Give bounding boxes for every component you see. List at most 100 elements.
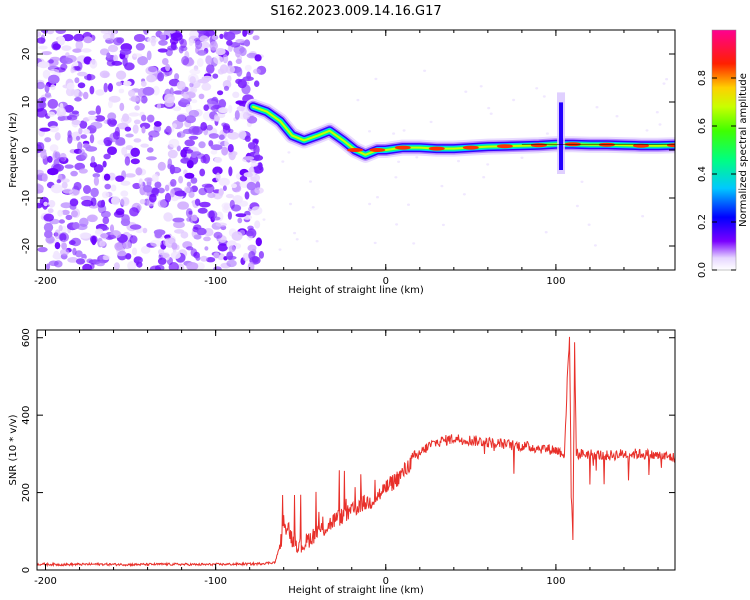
heatmap-noise-blob	[110, 184, 117, 192]
heatmap-noise-blob	[86, 73, 92, 81]
heatmap-noise-blob	[61, 242, 67, 250]
heatmap-noise-blob	[48, 59, 54, 64]
heatmap-noise-blob	[57, 209, 64, 217]
heatmap-noise-blob	[186, 246, 194, 251]
heatmap-noise-blob	[157, 187, 165, 194]
heatmap-noise-blob	[241, 84, 251, 95]
heatmap-noise-blob	[38, 45, 48, 50]
heatmap-noise-blob	[61, 57, 73, 65]
heatmap-noise-blob	[239, 175, 248, 182]
heatmap-noise-blob	[191, 214, 198, 222]
heatmap-noise-blob	[69, 189, 80, 197]
bottom-plot-frame	[36, 329, 676, 571]
heatmap-noise-blob	[52, 252, 63, 260]
heatmap-faint-dot	[412, 242, 416, 245]
heatmap-noise-blob	[69, 198, 79, 207]
heatmap-faint-dot	[374, 77, 378, 81]
heatmap-noise-blob	[151, 173, 159, 183]
heatmap-faint-dot	[356, 98, 360, 102]
heatmap-noise-blob	[213, 266, 222, 270]
heatmap-noise-blob	[99, 240, 106, 247]
heatmap-noise-blob	[115, 175, 125, 182]
heatmap-noise-blob	[79, 232, 91, 239]
heatmap-spike-core	[559, 102, 564, 170]
heatmap-noise-blob	[228, 245, 236, 253]
heatmap-noise-blob	[251, 206, 263, 216]
heatmap-noise-blob	[49, 68, 60, 74]
bottom-xtick-label: 100	[546, 576, 565, 587]
heatmap-noise-blob	[165, 125, 172, 136]
heatmap-faint-dot	[615, 115, 619, 118]
heatmap-noise-blob	[111, 196, 120, 206]
heatmap-faint-dot	[407, 203, 410, 206]
bottom-axis-ticks: -200 -100 0 100 0 200 400 600	[21, 328, 675, 587]
heatmap-noise-blob	[162, 58, 169, 65]
heatmap-noise-blob	[188, 191, 195, 198]
heatmap-noise-blob	[146, 114, 155, 123]
heatmap-noise-blob	[75, 40, 84, 50]
heatmap-noise-blob	[95, 261, 105, 267]
heatmap-noise-blob	[133, 138, 142, 143]
heatmap-noise-blob	[180, 231, 189, 239]
colorbar-gradient	[712, 30, 736, 270]
heatmap-noise-blob	[222, 185, 227, 191]
heatmap-noise-blob	[159, 32, 167, 42]
heatmap-noise-blob	[217, 243, 228, 252]
heatmap-noise-blob	[232, 151, 238, 156]
heatmap-noise-blob	[167, 45, 178, 51]
heatmap-noise-blob	[122, 241, 132, 249]
heatmap-noise-blob	[208, 133, 219, 139]
heatmap-noise-blob	[219, 33, 224, 40]
heatmap-noise-blob	[108, 95, 121, 103]
heatmap-noise-blob	[178, 175, 184, 184]
heatmap-noise-blob	[208, 140, 214, 147]
heatmap-noise-blob	[60, 202, 72, 209]
heatmap-noise-blob	[252, 35, 260, 41]
heatmap-noise-blob	[37, 31, 42, 38]
heatmap-noise-blob	[206, 64, 215, 74]
heatmap-noise-blob	[40, 97, 47, 103]
heatmap-noise-blob	[156, 103, 162, 110]
colorbar-frame	[711, 29, 737, 271]
heatmap-noise-blob	[244, 135, 251, 142]
heatmap-noise-blob	[70, 170, 78, 177]
heatmap-noise-blob	[218, 107, 229, 114]
heatmap-noise-blob	[149, 193, 157, 203]
heatmap-noise-blob	[223, 85, 230, 91]
heatmap-noise-blob	[78, 127, 83, 135]
heatmap-noise-blob	[133, 256, 143, 264]
heatmap-noise-blob	[45, 235, 55, 244]
heatmap-noise-blob	[235, 213, 247, 218]
heatmap-noise-blob	[79, 120, 88, 129]
heatmap-hotspot	[347, 148, 364, 152]
heatmap-noise-blob	[204, 246, 209, 251]
colorbar: 0.0 0.2 0.4 0.6 0.8 Normalized spectral ampl…	[697, 29, 749, 278]
heatmap-noise-blob	[164, 93, 175, 104]
heatmap-noise-blob	[195, 255, 201, 261]
colorbar-tick-label: 0.2	[697, 214, 708, 230]
heatmap-noise-blob	[73, 61, 79, 68]
heatmap-noise-blob	[37, 246, 48, 253]
heatmap-faint-dot	[262, 218, 266, 221]
heatmap-noise-blob	[106, 118, 112, 125]
heatmap-noise-blob	[54, 242, 61, 250]
heatmap-noise-blob	[254, 80, 260, 87]
heatmap-noise-blob	[225, 193, 234, 199]
heatmap-noise-blob	[203, 104, 209, 111]
heatmap-noise-blob	[62, 34, 74, 42]
heatmap-noise-blob	[56, 179, 61, 184]
heatmap-noise-blob	[213, 114, 219, 122]
heatmap-noise-blob	[157, 161, 166, 171]
heatmap-noise-blob	[252, 154, 264, 161]
heatmap-noise-blob	[104, 183, 111, 190]
heatmap-faint-dot	[587, 223, 591, 226]
heatmap-noise-blob	[200, 41, 210, 50]
heatmap-noise-blob	[83, 185, 91, 194]
heatmap-noise-blob	[172, 217, 185, 223]
heatmap-noise-blob	[74, 162, 86, 171]
heatmap-noise-blob	[78, 91, 83, 97]
heatmap-faint-dot	[281, 160, 285, 163]
heatmap-layer	[37, 30, 675, 270]
heatmap-noise-blob	[93, 164, 104, 173]
